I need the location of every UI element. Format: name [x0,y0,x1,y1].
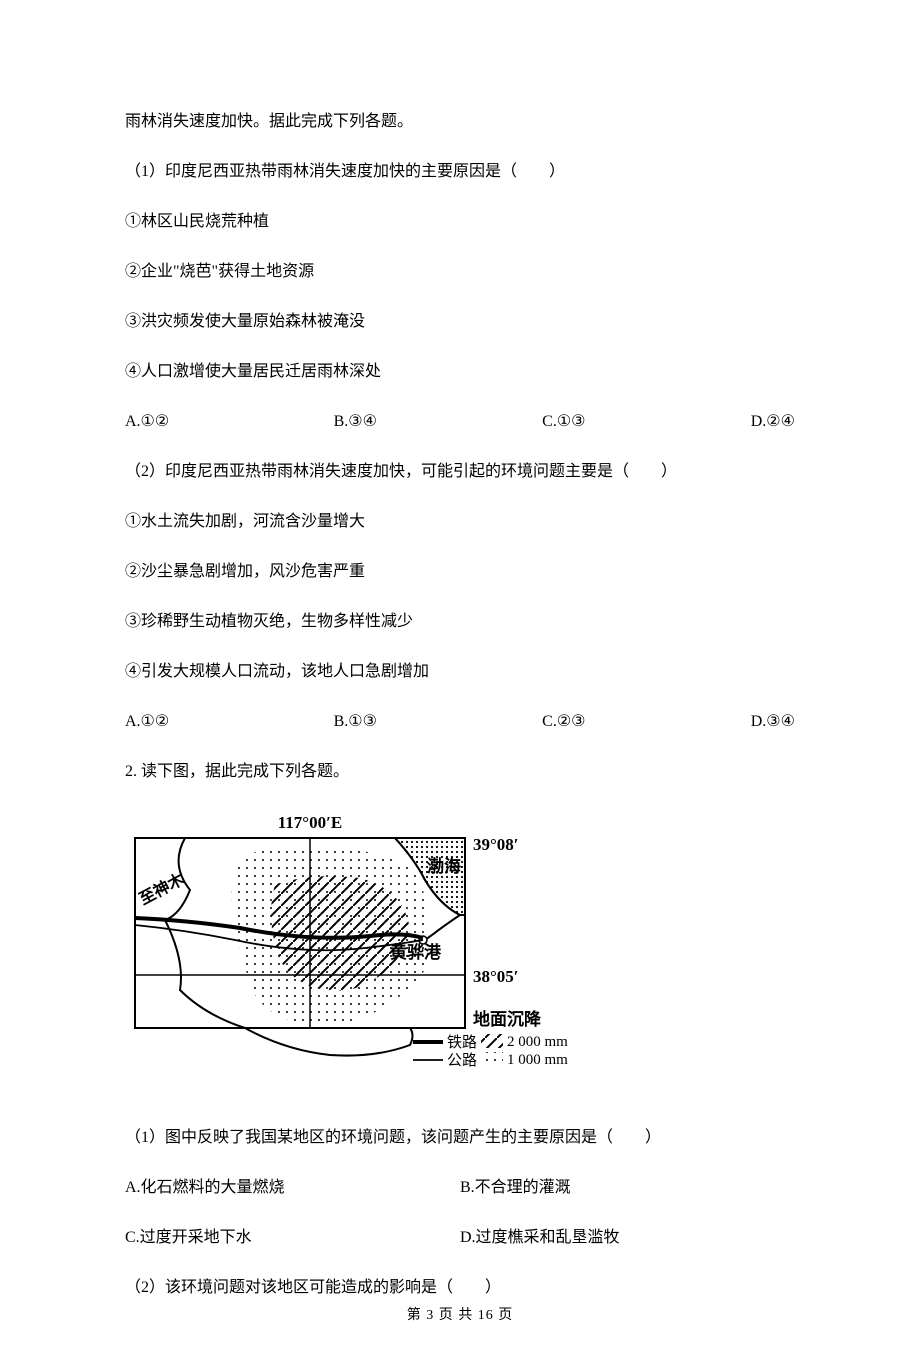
sea-label: 渤海 [427,856,461,876]
q2-2-stem: （2）该环境问题对该地区可能造成的影响是（ ） [125,1276,795,1300]
q1-2-statement-2: ②沙尘暴急剧增加，风沙危害严重 [125,560,795,584]
option-d: D.③④ [751,710,795,734]
port-label: 黄骅港 [390,942,442,962]
lon-label: 117°00′E [278,813,342,832]
q1-2-statement-3: ③珍稀野生动植物灭绝，生物多样性减少 [125,610,795,634]
q2-title: 2. 读下图，据此完成下列各题。 [125,760,795,784]
legend-rail: 铁路 [447,1034,477,1051]
q2-1-options-row2: C.过度开采地下水 D.过度樵采和乱垦滥牧 [125,1226,795,1250]
intro-text: 雨林消失速度加快。据此完成下列各题。 [125,110,795,134]
footer-suffix: 页 [494,1308,514,1323]
lat-bot-label: 38°05′ [473,967,519,986]
legend-1000: 1 000 mm [507,1052,568,1068]
legend-road: 公路 [447,1052,477,1069]
legend-2000: 2 000 mm [507,1034,568,1050]
footer-total: 16 [478,1308,494,1323]
q1-2-statement-4: ④引发大规模人口流动，该地人口急剧增加 [125,660,795,684]
q1-1-statement-1: ①林区山民烧荒种植 [125,210,795,234]
option-c: C.②③ [542,710,751,734]
q2-1-options-row1: A.化石燃料的大量燃烧 B.不合理的灌溉 [125,1176,795,1200]
option-d: D.过度樵采和乱垦滥牧 [460,1226,795,1250]
option-c: C.过度开采地下水 [125,1226,460,1250]
footer-mid: 页 共 [434,1308,478,1323]
q1-2-stem: （2）印度尼西亚热带雨林消失速度加快，可能引起的环境问题主要是（ ） [125,460,795,484]
option-a: A.化石燃料的大量燃烧 [125,1176,460,1200]
q1-1-stem: （1）印度尼西亚热带雨林消失速度加快的主要原因是（ ） [125,160,795,184]
option-c: C.①③ [542,410,751,434]
map-figure: 117°00′E 39°08′ 38°05′ 渤海 黄骅港 至神木 [125,810,795,1100]
map-svg: 117°00′E 39°08′ 38°05′ 渤海 黄骅港 至神木 [125,810,575,1100]
q1-1-statement-3: ③洪灾频发使大量原始森林被淹没 [125,310,795,334]
page-footer: 第 3 页 共 16 页 [0,1305,920,1326]
option-a: A.①② [125,710,334,734]
option-d: D.②④ [751,410,795,434]
legend-title: 地面沉降 [473,1009,542,1029]
q1-1-options: A.①② B.③④ C.①③ D.②④ [125,410,795,434]
q1-1-statement-2: ②企业"烧芭"获得土地资源 [125,260,795,284]
option-b: B.不合理的灌溉 [460,1176,795,1200]
q1-2-statement-1: ①水土流失加剧，河流含沙量增大 [125,510,795,534]
option-a: A.①② [125,410,334,434]
footer-prefix: 第 [407,1308,427,1323]
q1-1-statement-4: ④人口激增使大量居民迁居雨林深处 [125,360,795,384]
option-b: B.①③ [334,710,543,734]
footer-current: 3 [426,1308,434,1323]
lat-top-label: 39°08′ [473,835,519,854]
q2-1-stem: （1）图中反映了我国某地区的环境问题，该问题产生的主要原因是（ ） [125,1126,795,1150]
q1-2-options: A.①② B.①③ C.②③ D.③④ [125,710,795,734]
exam-page: 雨林消失速度加快。据此完成下列各题。 （1）印度尼西亚热带雨林消失速度加快的主要… [0,0,920,1366]
option-b: B.③④ [334,410,543,434]
